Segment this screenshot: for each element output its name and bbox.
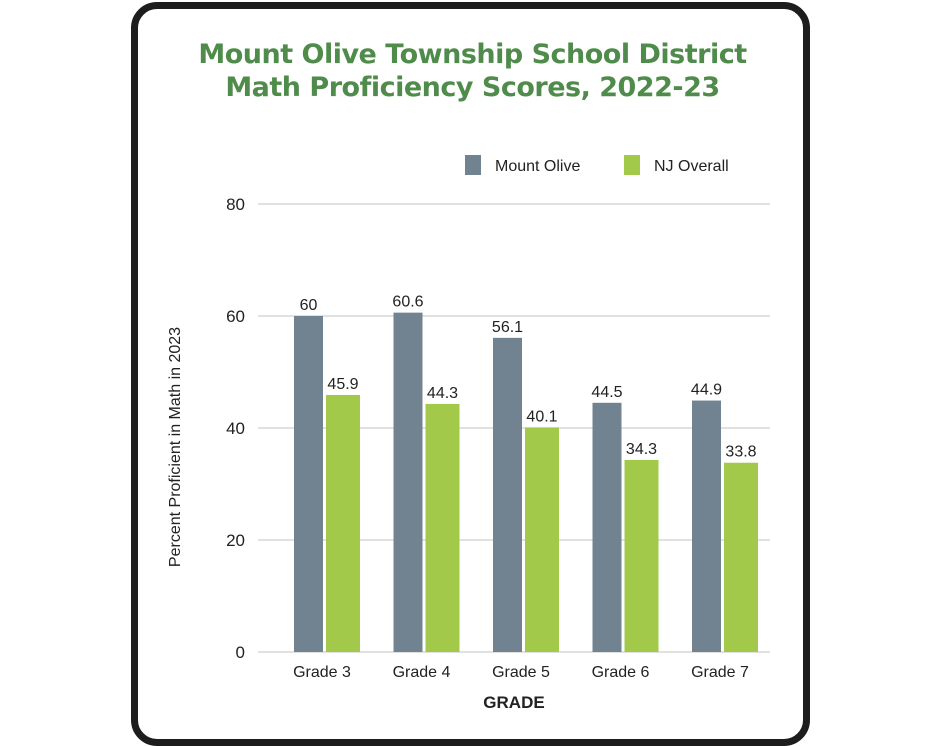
data-label: 44.3 [427,385,458,402]
bar-nj-overall [326,394,360,652]
x-tick-label: Grade 5 [492,664,550,681]
legend-swatch [624,155,640,175]
y-tick-label: 60 [226,307,245,326]
legend-swatch [465,155,481,175]
data-label: 33.8 [725,444,756,461]
bar-nj-overall [724,462,758,652]
data-label: 56.1 [492,319,523,336]
bar-mount-olive [592,402,622,652]
legend-label: NJ Overall [654,158,729,175]
x-axis-label: GRADE [483,693,544,712]
bar-mount-olive [393,312,423,652]
title-line-2: Math Proficiency Scores, 2022-23 [225,72,720,103]
bar-nj-overall [624,459,659,652]
bar-nj-overall [525,427,559,652]
x-tick-label: Grade 3 [293,664,351,681]
x-tick-label: Grade 7 [691,664,749,681]
y-tick-label: 20 [226,531,245,550]
data-label: 45.9 [327,376,358,393]
y-tick-label: 0 [236,643,245,662]
x-tick-label: Grade 6 [592,664,650,681]
data-label: 44.5 [591,384,622,401]
bar-nj-overall [425,403,460,652]
data-label: 44.9 [691,382,722,399]
legend-label: Mount Olive [495,158,580,175]
bar-mount-olive [294,316,323,652]
bar-mount-olive [692,400,721,652]
x-tick-label: Grade 4 [393,664,451,681]
chart-title: Mount Olive Township School District Mat… [0,38,945,104]
y-tick-label: 40 [226,419,245,438]
y-tick-label: 80 [226,195,245,214]
data-label: 40.1 [526,408,557,425]
y-axis-label: Percent Proficient in Math in 2023 [167,327,184,567]
data-label: 60 [300,297,318,314]
bar-mount-olive [493,337,522,652]
data-label: 34.3 [626,441,657,458]
data-label: 60.6 [392,294,423,311]
title-line-1: Mount Olive Township School District [198,39,747,70]
